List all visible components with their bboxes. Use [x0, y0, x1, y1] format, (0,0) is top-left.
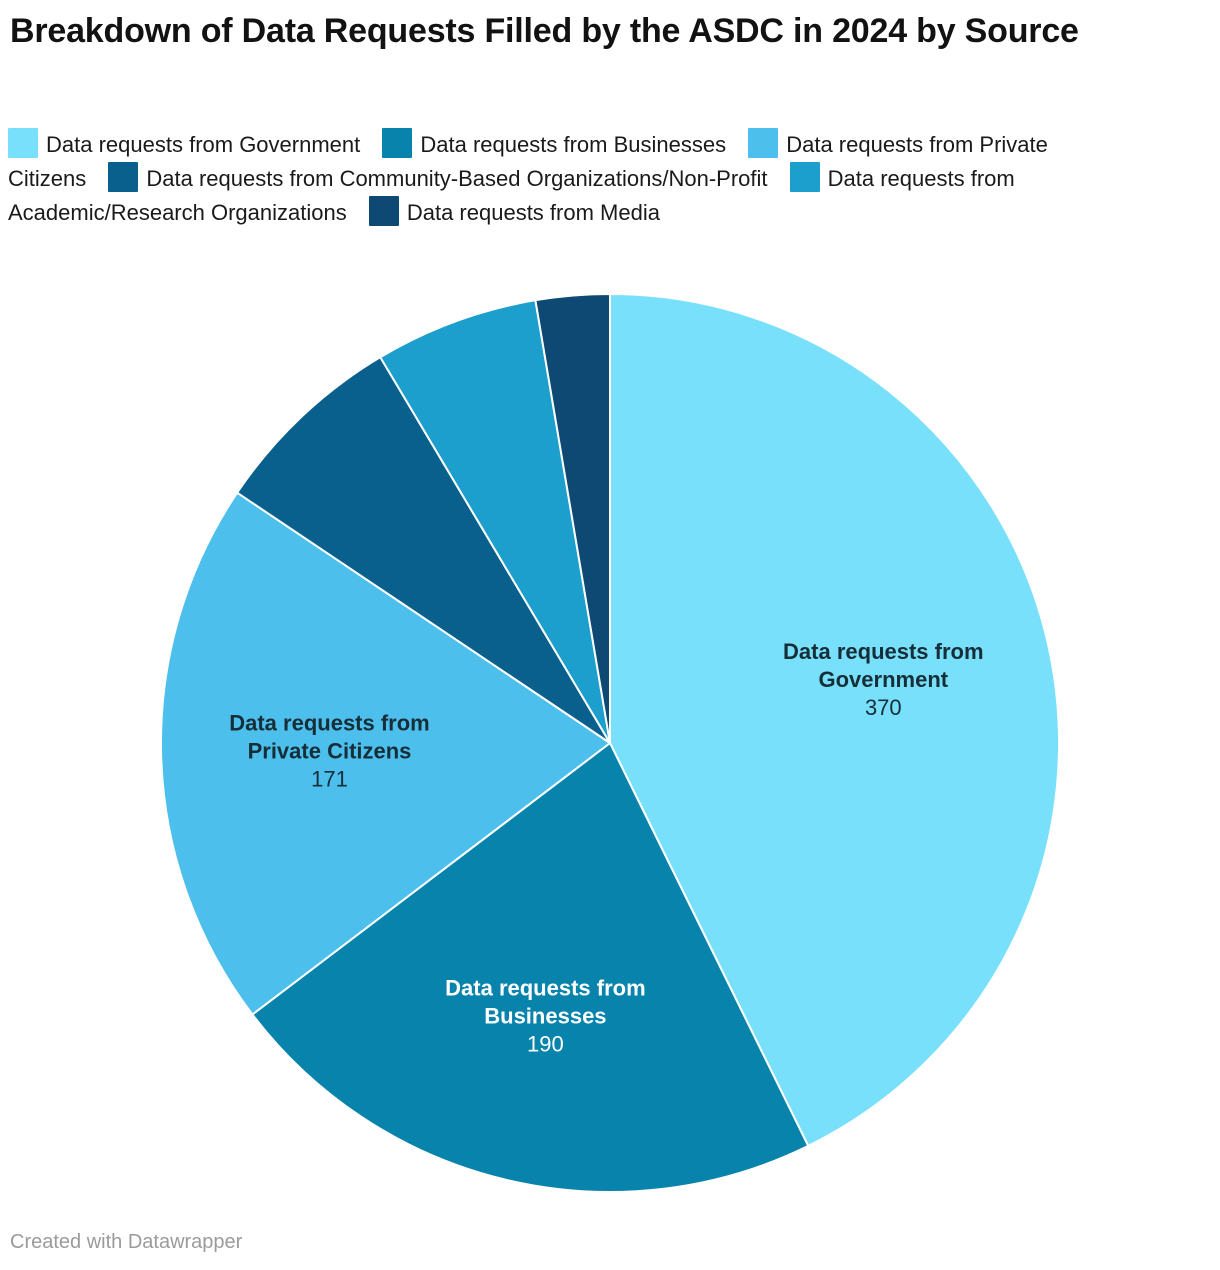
pie-slice-5[interactable] [534, 292, 611, 744]
legend-swatch-icon [748, 128, 779, 158]
slice-label-0: Data requests from [783, 639, 984, 664]
legend-item-2: Data requests from Private Citizens [8, 128, 1048, 191]
legend: Data requests from Government Data reque… [8, 128, 1073, 230]
pie-slice-3[interactable] [236, 356, 611, 744]
legend-item-label: Data requests from Government [46, 132, 361, 157]
chart-title: Breakdown of Data Requests Filled by the… [10, 12, 1079, 50]
pie-slice-4[interactable] [379, 299, 611, 744]
slice-value-2: 171 [311, 767, 348, 792]
legend-swatch-icon [789, 162, 820, 192]
legend-item-5: Data requests from Media [368, 196, 660, 226]
slice-label-2: Private Citizens [248, 739, 412, 764]
legend-swatch-icon [8, 128, 38, 158]
slice-label-1: Businesses [484, 1004, 606, 1029]
slice-value-0: 370 [865, 695, 902, 720]
legend-item-label: Data requests from Community-Based Organ… [146, 166, 768, 191]
legend-item-1: Data requests from Businesses [382, 128, 727, 158]
pie-slice-1[interactable] [251, 742, 810, 1194]
legend-swatch-icon [382, 128, 413, 158]
legend-item-label: Data requests from Private Citizens [8, 132, 1048, 191]
legend-item-3: Data requests from Community-Based Organ… [108, 162, 768, 192]
legend-item-label: Data requests from Businesses [420, 132, 727, 157]
legend-item-label: Data requests from Media [406, 200, 660, 225]
slice-value-1: 190 [527, 1032, 564, 1057]
pie-chart: Data requests from Government 370 Data requ… [160, 292, 1060, 1194]
pie-slice-0[interactable] [609, 293, 1060, 1147]
legend-swatch-icon [368, 196, 399, 226]
slice-label-0: Government [819, 667, 949, 692]
legend-item-4: Data requests from Academic/Research Org… [8, 162, 1015, 225]
attribution-footer: Created with Datawrapper [10, 1231, 243, 1253]
pie-slice-2[interactable] [160, 491, 611, 1016]
legend-item-label: Data requests from Academic/Research Org… [8, 166, 1015, 225]
legend-item-0: Data requests from Government [8, 128, 361, 158]
legend-swatch-icon [108, 162, 139, 192]
slice-label-1: Data requests from [445, 976, 646, 1001]
slice-label-2: Data requests from [229, 711, 430, 736]
